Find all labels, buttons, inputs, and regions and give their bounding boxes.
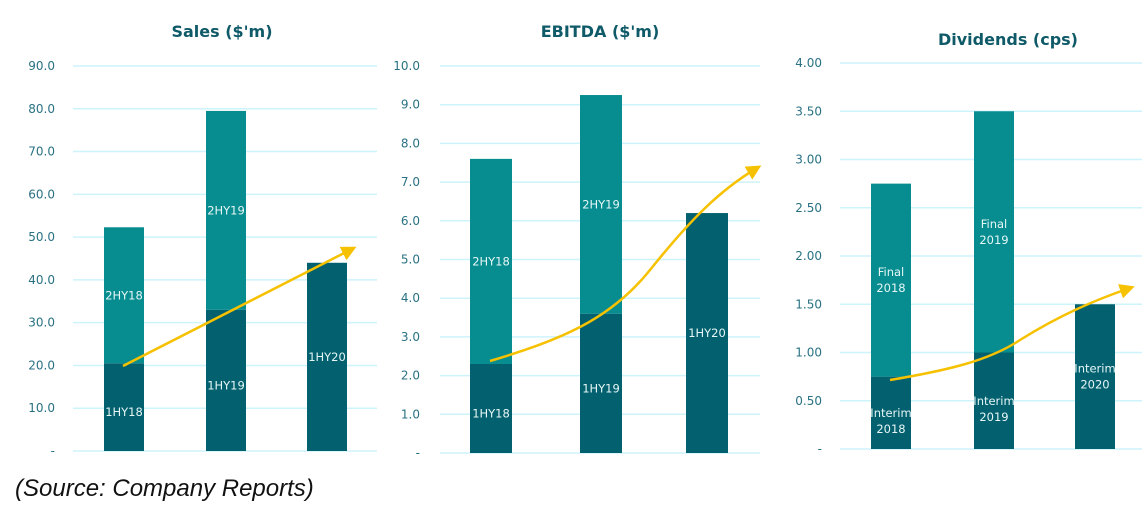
bar-segment bbox=[104, 363, 144, 451]
y-tick-label: 1.00 bbox=[795, 346, 822, 360]
bar-segment bbox=[871, 376, 911, 449]
chart-title: Sales ($'m) bbox=[171, 22, 272, 41]
y-tick-label: 80.0 bbox=[28, 102, 55, 116]
y-tick-label: 3.0 bbox=[401, 330, 420, 344]
segment-label: Interim 2020 bbox=[1074, 362, 1115, 392]
bar-segment bbox=[974, 352, 1014, 449]
chart-0: Sales ($'m) - 10.0 20.0 30.0 40.0 50.0 60.0 70.0… bbox=[28, 22, 377, 458]
segment-label: 2HY19 bbox=[582, 197, 620, 211]
y-tick-label: - bbox=[416, 446, 420, 460]
bar-segment bbox=[470, 363, 512, 453]
y-tick-label: 60.0 bbox=[28, 187, 55, 201]
segment-label: 1HY18 bbox=[105, 405, 143, 419]
y-tick-label: 2.50 bbox=[795, 201, 822, 215]
segment-label: Final 2019 bbox=[979, 217, 1008, 247]
bar-segment bbox=[580, 313, 622, 453]
y-tick-label: 0.50 bbox=[795, 394, 822, 408]
bar-segment bbox=[307, 262, 347, 451]
y-tick-label: 40.0 bbox=[28, 273, 55, 287]
source-caption: (Source: Company Reports) bbox=[15, 475, 314, 502]
trend-arrow bbox=[122, 246, 357, 368]
segment-label: 1HY20 bbox=[308, 350, 346, 364]
bar-segment bbox=[580, 95, 622, 314]
y-tick-label: 4.00 bbox=[795, 56, 822, 70]
trend-arrow bbox=[889, 284, 1135, 382]
bar-segment bbox=[1075, 304, 1115, 449]
trend-arrow bbox=[489, 165, 762, 363]
bar-segment bbox=[206, 309, 246, 451]
segment-label: 2HY18 bbox=[105, 288, 143, 302]
segment-label: 2HY18 bbox=[472, 254, 510, 268]
y-tick-label: 2.0 bbox=[401, 369, 420, 383]
segment-label: Interim 2018 bbox=[870, 406, 911, 436]
y-tick-label: 6.0 bbox=[401, 214, 420, 228]
y-tick-label: 5.0 bbox=[401, 253, 420, 267]
y-tick-label: - bbox=[51, 444, 55, 458]
y-tick-label: 3.00 bbox=[795, 153, 822, 167]
chart-title: Dividends (cps) bbox=[938, 30, 1078, 49]
segment-label: Final 2018 bbox=[876, 265, 905, 295]
bar-segment bbox=[470, 158, 512, 364]
y-tick-label: 90.0 bbox=[28, 59, 55, 73]
y-tick-label: 30.0 bbox=[28, 316, 55, 330]
segment-label: 1HY19 bbox=[207, 378, 245, 392]
y-tick-label: 4.0 bbox=[401, 291, 420, 305]
bar-segment bbox=[206, 110, 246, 310]
segment-label: 1HY20 bbox=[688, 326, 726, 340]
bar-segment bbox=[686, 213, 728, 453]
y-tick-label: 20.0 bbox=[28, 358, 55, 372]
bar-segment bbox=[871, 183, 911, 377]
y-tick-label: 2.00 bbox=[795, 249, 822, 263]
segment-label: 1HY19 bbox=[582, 381, 620, 395]
chart-2: Dividends (cps) - 0.50 1.00 1.50 2.00 2.50 3.00… bbox=[795, 30, 1142, 456]
bar-segment bbox=[104, 227, 144, 364]
bar-segment bbox=[974, 111, 1014, 353]
chart-title: EBITDA ($'m) bbox=[541, 22, 660, 41]
y-tick-label: 10.0 bbox=[393, 59, 420, 73]
y-tick-label: 8.0 bbox=[401, 136, 420, 150]
y-tick-label: 1.50 bbox=[795, 297, 822, 311]
chart-1: EBITDA ($'m) - 1.0 2.0 3.0 4.0 5.0 6.0 7.0 8.0 9.0… bbox=[393, 22, 762, 460]
y-tick-label: 9.0 bbox=[401, 98, 420, 112]
y-tick-label: 3.50 bbox=[795, 104, 822, 118]
segment-label: 2HY19 bbox=[207, 203, 245, 217]
y-tick-label: 70.0 bbox=[28, 145, 55, 159]
y-tick-label: 7.0 bbox=[401, 175, 420, 189]
segment-label: Interim 2019 bbox=[973, 394, 1014, 424]
segment-label: 1HY18 bbox=[472, 406, 510, 420]
y-tick-label: 1.0 bbox=[401, 407, 420, 421]
y-tick-label: 50.0 bbox=[28, 230, 55, 244]
y-tick-label: - bbox=[818, 442, 822, 456]
y-tick-label: 10.0 bbox=[28, 401, 55, 415]
